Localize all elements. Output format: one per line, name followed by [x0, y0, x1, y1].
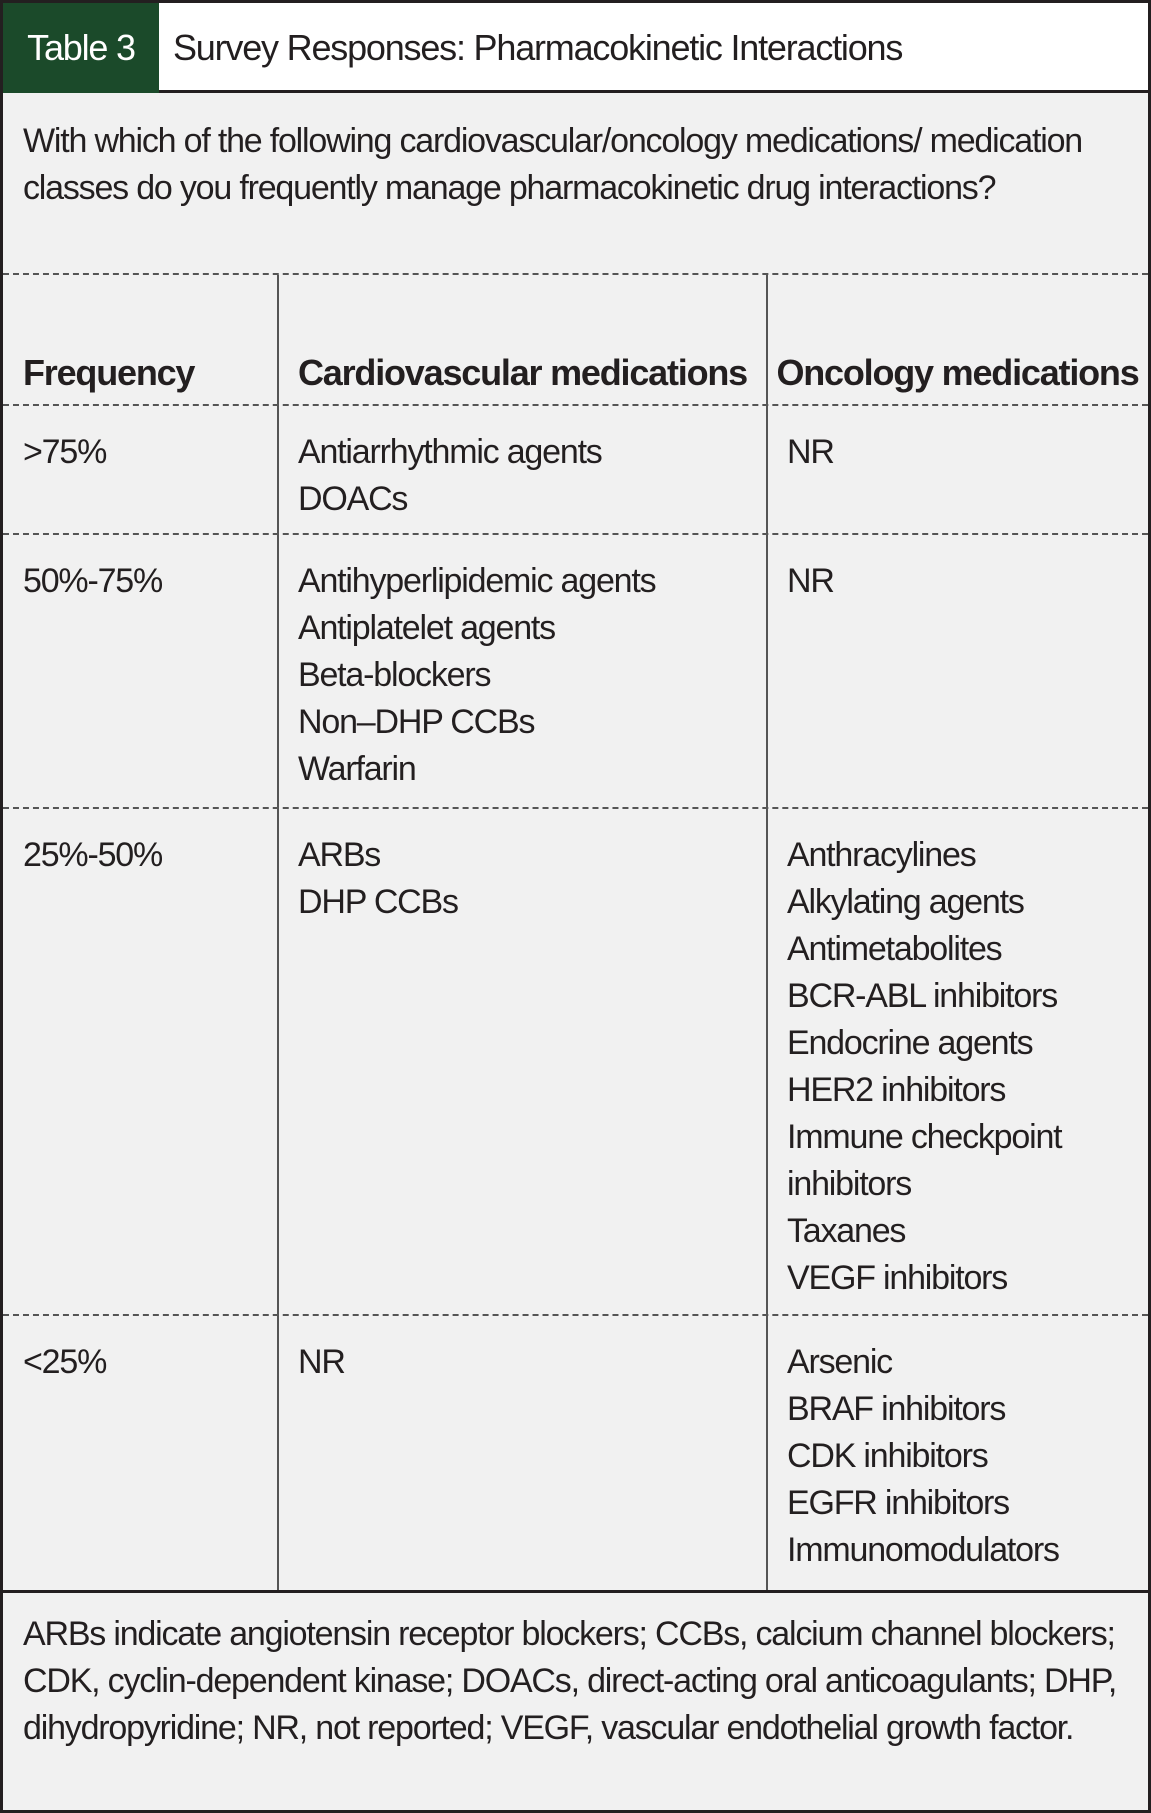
medication-item: Antimetabolites	[787, 930, 1003, 968]
medication-item: Non–DHP CCBs	[298, 703, 535, 741]
table-row: <25% NR Arsenic BRAF inhibitors CDK inhibito…	[3, 1316, 1148, 1590]
column-divider	[277, 275, 279, 1590]
table-row: >75% Antiarrhythmic agents DOACs NR	[3, 406, 1148, 535]
medication-item: DOACs	[298, 480, 408, 518]
frequency-cell: <25%	[23, 1343, 107, 1381]
medication-item: Beta-blockers	[298, 656, 491, 694]
column-header: Cardiovascular medications	[278, 275, 767, 406]
header: Table 3 Survey Responses: Pharmacokineti…	[3, 3, 1148, 93]
medication-item: Antiarrhythmic agents	[298, 433, 603, 471]
medication-item: Taxanes	[787, 1212, 906, 1250]
column-header: Frequency	[3, 275, 278, 406]
cardiovascular-cell: Antihyperlipidemic agents Antiplatelet ag…	[278, 535, 767, 809]
column-header: Oncology medications	[767, 275, 1148, 406]
table-title: Survey Responses: Pharmacokinetic Intera…	[173, 27, 903, 68]
cardiovascular-cell: Antiarrhythmic agents DOACs	[278, 406, 767, 535]
row-divider	[3, 275, 1148, 406]
cardiovascular-cell: ARBs DHP CCBs	[278, 809, 767, 1316]
oncology-cell: Arsenic BRAF inhibitors CDK inhibitors EGFR…	[767, 1316, 1148, 1590]
table: Frequency Cardiovascular medications Oncol…	[3, 275, 1148, 1590]
medication-item: VEGF inhibitors	[787, 1259, 1008, 1297]
medication-item: HER2 inhibitors	[787, 1071, 1006, 1109]
medication-item: NR	[787, 433, 835, 471]
frequency-cell: 50%-75%	[23, 562, 163, 600]
medication-item: NR	[787, 562, 835, 600]
column-header-text: Cardiovascular medications	[298, 352, 748, 393]
medication-item: Warfarin	[298, 750, 417, 788]
medication-item: ARBs	[298, 836, 381, 874]
oncology-cell: Anthracylines Alkylating agents Antimetabo…	[767, 809, 1148, 1316]
table-row: 25%-50% ARBs DHP CCBs Anthracylines Alkylati…	[3, 809, 1148, 1316]
column-divider	[766, 275, 768, 1590]
column-header-text: Oncology medications	[776, 352, 1139, 393]
table-label: Table 3	[3, 3, 159, 93]
medication-item: Antihyperlipidemic agents	[298, 562, 657, 600]
table-row: 50%-75% Antihyperlipidemic agents Antiplat…	[3, 535, 1148, 809]
question: With which of the following cardiovascul…	[3, 96, 1148, 275]
medication-item: CDK inhibitors	[787, 1437, 989, 1475]
medication-item: NR	[298, 1343, 346, 1381]
medication-item: Immunomodulators	[787, 1531, 1060, 1569]
footnote: ARBs indicate angiotensin receptor block…	[3, 1590, 1148, 1810]
medication-item: Endocrine agents	[787, 1024, 1034, 1062]
medication-item: BCR-ABL inhibitors	[787, 977, 1058, 1015]
medication-item: Immune checkpoint inhibitors	[787, 1118, 1063, 1203]
medication-item: Arsenic	[787, 1343, 893, 1381]
cardiovascular-cell: NR	[278, 1316, 767, 1590]
medication-item: Antiplatelet agents	[298, 609, 556, 647]
oncology-cell: NR	[767, 535, 1148, 809]
medication-item: Anthracylines	[787, 836, 977, 874]
medication-item: DHP CCBs	[298, 883, 459, 921]
medication-item: EGFR inhibitors	[787, 1484, 1010, 1522]
column-header-text: Frequency	[23, 352, 195, 393]
frequency-cell: 25%-50%	[23, 836, 163, 874]
oncology-cell: NR	[767, 406, 1148, 535]
frequency-cell: >75%	[23, 433, 107, 471]
medication-item: Alkylating agents	[787, 883, 1025, 921]
medication-item: BRAF inhibitors	[787, 1390, 1006, 1428]
